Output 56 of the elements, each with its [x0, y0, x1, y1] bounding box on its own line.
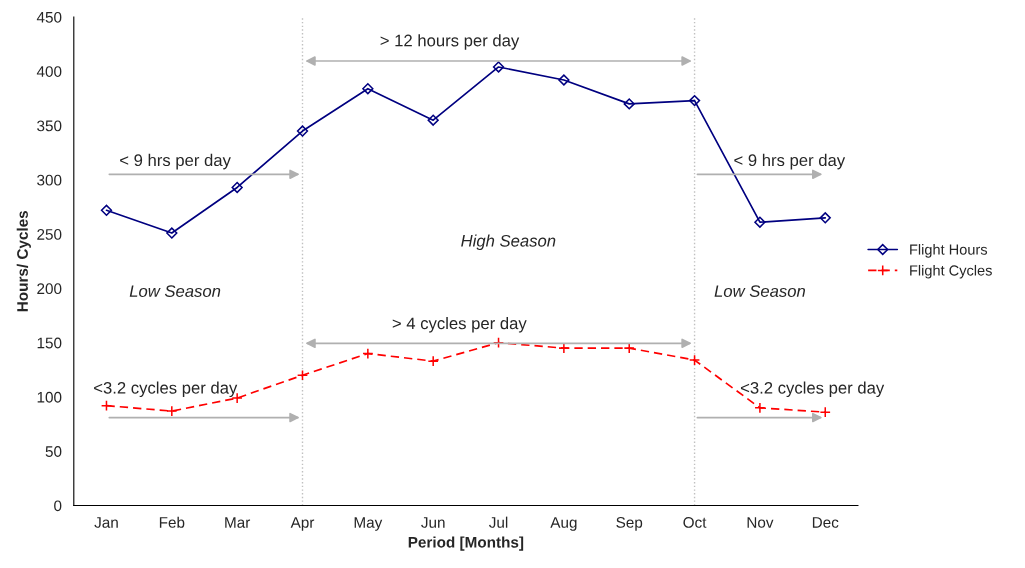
- point: [492, 61, 505, 73]
- point: [558, 74, 570, 86]
- x-tick-label: Apr: [290, 517, 315, 531]
- point: [166, 227, 178, 239]
- x-tick-label: Jul: [489, 516, 508, 528]
- y-tick-label: 100: [37, 391, 62, 403]
- x-tick-label: Jan: [94, 517, 118, 528]
- annotation: Low Season: [129, 285, 221, 298]
- point: [754, 402, 766, 414]
- y-tick-label: 400: [36, 66, 62, 77]
- y-axis-title: Hours/ Cycles: [16, 210, 31, 312]
- point: [492, 337, 505, 349]
- point: [623, 98, 635, 110]
- y-tick-label: 150: [37, 337, 62, 349]
- x-tick-label: Nov: [747, 517, 774, 528]
- x-tick-label: Aug: [550, 517, 577, 531]
- annotation: <3.2 cycles per day: [740, 381, 885, 398]
- x-axis-title: Period [Months]: [408, 536, 524, 551]
- legend-label: Flight Cycles: [910, 264, 992, 279]
- legend-label: Flight Hours: [910, 244, 988, 258]
- point: [296, 369, 309, 381]
- point: [427, 355, 439, 367]
- annotation: > 4 cycles per day: [392, 317, 527, 333]
- annotation: High Season: [461, 234, 556, 250]
- annotation: <3.2 cycles per day: [94, 381, 238, 398]
- y-tick-label: 450: [36, 11, 62, 23]
- y-tick-label: 350: [37, 120, 62, 132]
- annotation: < 9 hrs per day: [120, 153, 231, 170]
- x-tick-label: Feb: [159, 516, 185, 528]
- x-tick-label: Sep: [616, 517, 643, 531]
- annotation: > 12 hours per day: [380, 34, 520, 50]
- y-tick-label: 300: [37, 174, 62, 186]
- point: [427, 114, 439, 126]
- point: [100, 204, 113, 216]
- annotation: < 9 hrs per day: [734, 153, 846, 170]
- point: [166, 405, 178, 417]
- y-tick-label: 0: [54, 500, 62, 512]
- y-tick-label: 50: [45, 446, 62, 457]
- point: [688, 354, 701, 366]
- point: [100, 400, 113, 412]
- y-tick-label: 250: [37, 229, 62, 240]
- point: [819, 212, 831, 224]
- point: [296, 125, 309, 137]
- point: [819, 406, 831, 418]
- x-tick-label: Oct: [683, 517, 707, 528]
- point: [231, 181, 243, 194]
- x-tick-label: Dec: [812, 517, 839, 528]
- x-tick-label: Mar: [225, 517, 251, 528]
- point: [362, 83, 374, 95]
- x-tick-label: Jun: [421, 517, 445, 528]
- y-tick-label: 200: [37, 283, 62, 295]
- point: [362, 347, 374, 360]
- annotation: Low Season: [714, 285, 806, 298]
- point: [688, 94, 701, 107]
- x-tick-label: May: [354, 517, 383, 531]
- point: [754, 216, 766, 228]
